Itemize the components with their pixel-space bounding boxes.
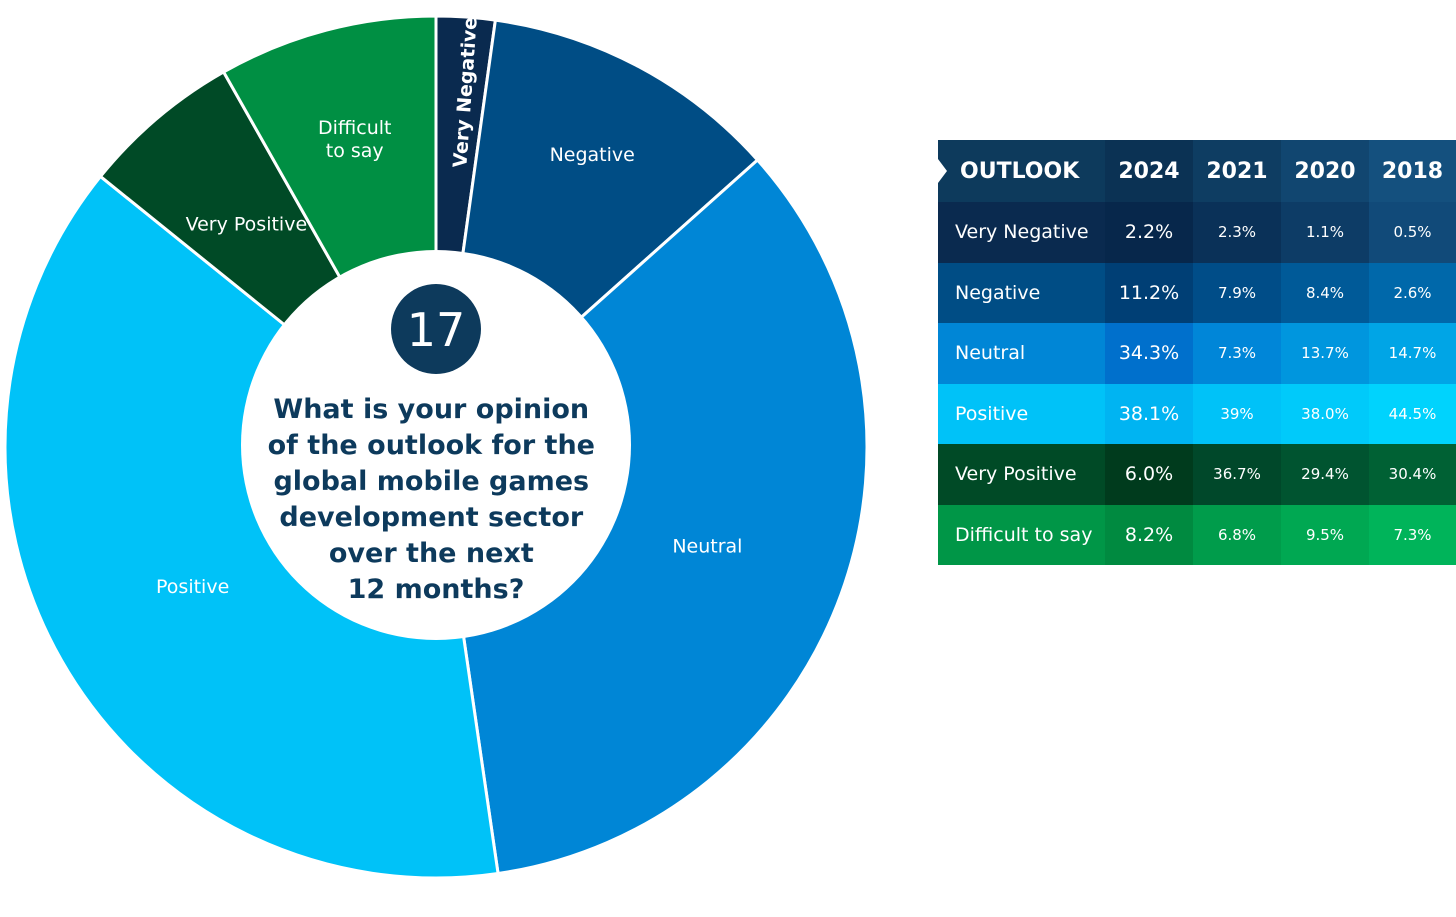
cell-2024: 34.3% bbox=[1105, 323, 1193, 384]
question-line: development sector bbox=[279, 502, 584, 533]
slice-label: Neutral bbox=[672, 536, 742, 558]
question-text: What is your opinion of the outlook for … bbox=[268, 394, 605, 605]
slice-label: Very Positive bbox=[186, 214, 308, 236]
cell-2024: 38.1% bbox=[1105, 383, 1193, 444]
row-label: Very Negative bbox=[938, 202, 1105, 263]
row-label: Positive bbox=[938, 383, 1105, 444]
cell-2020: 13.7% bbox=[1281, 323, 1369, 384]
header-year-2020: 2020 bbox=[1281, 140, 1369, 202]
table-row: Difficult to say 8.2% 6.8% 9.5% 7.3% bbox=[938, 504, 1456, 565]
question-line: 12 months? bbox=[348, 574, 525, 605]
row-label: Negative bbox=[938, 262, 1105, 323]
slice-label-line: Difficult bbox=[318, 117, 392, 139]
cell-2018: 14.7% bbox=[1369, 323, 1456, 384]
cell-2018: 44.5% bbox=[1369, 383, 1456, 444]
outlook-table: OUTLOOK 2024 2021 2020 2018 Very Negativ… bbox=[938, 140, 1456, 565]
donut-center-hole bbox=[241, 250, 631, 640]
slice-label-line: Negative bbox=[550, 144, 635, 166]
slice-neutral bbox=[434, 157, 869, 876]
slice-label: Difficult to say bbox=[318, 117, 392, 162]
cell-2024: 6.0% bbox=[1105, 444, 1193, 505]
question-line: over the next bbox=[329, 538, 534, 569]
slice-label-line: to say bbox=[326, 140, 384, 162]
slice-label-line: Positive bbox=[156, 576, 229, 598]
outlook-table-container: OUTLOOK 2024 2021 2020 2018 Very Negativ… bbox=[938, 140, 1456, 565]
cell-2024: 11.2% bbox=[1105, 262, 1193, 323]
cell-2024: 8.2% bbox=[1105, 504, 1193, 565]
cell-2020: 29.4% bbox=[1281, 444, 1369, 505]
cell-2024: 2.2% bbox=[1105, 202, 1193, 263]
table-row: Very Positive 6.0% 36.7% 29.4% 30.4% bbox=[938, 444, 1456, 505]
table-header-row: OUTLOOK 2024 2021 2020 2018 bbox=[938, 140, 1456, 202]
header-outlook: OUTLOOK bbox=[938, 140, 1105, 202]
cell-2018: 7.3% bbox=[1369, 504, 1456, 565]
cell-2020: 1.1% bbox=[1281, 202, 1369, 263]
cell-2021: 2.3% bbox=[1193, 202, 1281, 263]
slice-label-line: Neutral bbox=[672, 536, 742, 558]
table-row: Neutral 34.3% 7.3% 13.7% 14.7% bbox=[938, 323, 1456, 384]
slice-label: Positive bbox=[156, 576, 229, 598]
slice-label: Negative bbox=[550, 144, 635, 166]
cell-2021: 39% bbox=[1193, 383, 1281, 444]
cell-2021: 7.3% bbox=[1193, 323, 1281, 384]
cell-2020: 8.4% bbox=[1281, 262, 1369, 323]
question-line: What is your opinion bbox=[273, 394, 589, 425]
cell-2020: 9.5% bbox=[1281, 504, 1369, 565]
question-line: of the outlook for the bbox=[268, 430, 595, 461]
row-label: Neutral bbox=[938, 323, 1105, 384]
table-row: Very Negative 2.2% 2.3% 1.1% 0.5% bbox=[938, 202, 1456, 263]
cell-2021: 7.9% bbox=[1193, 262, 1281, 323]
header-year-2018: 2018 bbox=[1369, 140, 1456, 202]
header-year-2024: 2024 bbox=[1105, 140, 1193, 202]
cell-2020: 38.0% bbox=[1281, 383, 1369, 444]
question-number: 17 bbox=[407, 303, 466, 357]
header-year-2021: 2021 bbox=[1193, 140, 1281, 202]
slice-label-line: Very Positive bbox=[186, 214, 308, 236]
cell-2018: 2.6% bbox=[1369, 262, 1456, 323]
cell-2021: 36.7% bbox=[1193, 444, 1281, 505]
table-row: Negative 11.2% 7.9% 8.4% 2.6% bbox=[938, 262, 1456, 323]
cell-2018: 0.5% bbox=[1369, 202, 1456, 263]
row-label: Difficult to say bbox=[938, 504, 1105, 565]
question-number-badge bbox=[391, 284, 481, 374]
slice-positive bbox=[3, 174, 500, 880]
cell-2018: 30.4% bbox=[1369, 444, 1456, 505]
question-line: global mobile games bbox=[273, 466, 589, 497]
row-label: Very Positive bbox=[938, 444, 1105, 505]
table-row: Positive 38.1% 39% 38.0% 44.5% bbox=[938, 383, 1456, 444]
cell-2021: 6.8% bbox=[1193, 504, 1281, 565]
donut-chart: Very Negative NegativeNeutralPositiveVery… bbox=[3, 14, 869, 880]
